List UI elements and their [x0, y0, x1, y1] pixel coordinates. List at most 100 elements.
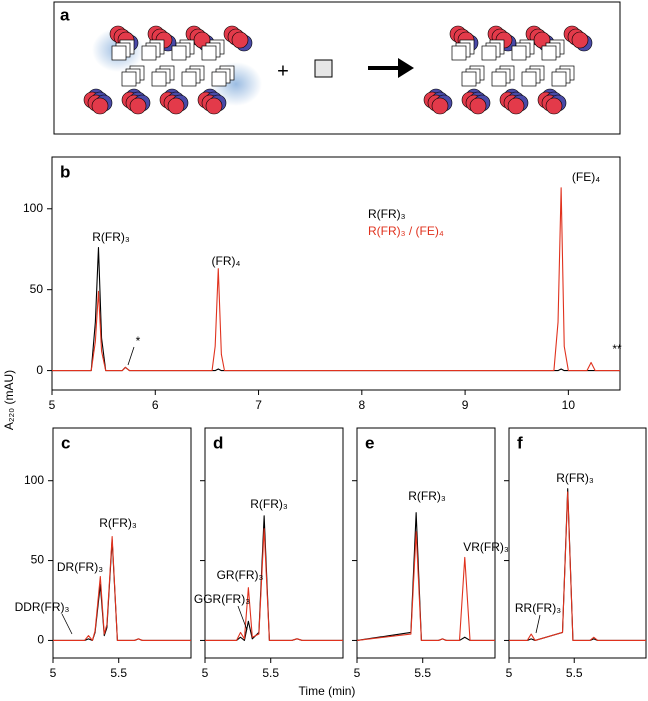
plus-sign: + — [277, 60, 289, 82]
block — [551, 71, 567, 87]
residue-red — [507, 97, 525, 115]
residue-red — [431, 97, 449, 115]
block — [521, 71, 537, 87]
annotation: (FR)₄ — [212, 254, 241, 268]
y-axis-label: A₂₂₀ (mAU) — [2, 370, 16, 430]
monomer — [314, 59, 333, 78]
annotation: RR(FR)₃ — [515, 601, 561, 615]
block — [111, 45, 127, 61]
annotation-pointer — [127, 346, 135, 366]
x-tick-label: 5 — [354, 666, 361, 680]
y-tick-label: 50 — [30, 282, 44, 296]
residue-red — [469, 97, 487, 115]
block — [181, 71, 197, 87]
annotation: (FE)₄ — [572, 170, 600, 184]
annotation-pointer — [237, 605, 248, 631]
residue-red — [167, 97, 185, 115]
annotation: GR(FR)₃ — [217, 568, 264, 582]
plot-frame — [52, 427, 192, 659]
x-tick-label: 9 — [462, 398, 469, 412]
block — [511, 45, 527, 61]
trace — [509, 491, 646, 641]
block — [451, 45, 467, 61]
plot-frame — [204, 427, 344, 659]
block — [141, 45, 157, 61]
annotation: VR(FR)₃ — [463, 540, 509, 554]
plot-frame — [508, 427, 647, 659]
annotation: DDR(FR)₃ — [15, 600, 70, 614]
x-tick-label: 8 — [358, 398, 365, 412]
panel-label: a — [60, 5, 70, 24]
y-tick-label: 0 — [37, 633, 44, 647]
trace — [509, 488, 646, 641]
arrow-head — [398, 58, 414, 78]
x-tick-label: 5.5 — [110, 666, 127, 680]
panel-label: d — [213, 433, 223, 452]
annotation: DR(FR)₃ — [57, 560, 103, 574]
x-tick-label: 5 — [202, 666, 209, 680]
residue-red — [545, 97, 563, 115]
x-tick-label: 5 — [506, 666, 513, 680]
trace — [356, 531, 495, 641]
panel-label: e — [365, 433, 374, 452]
annotation: ** — [612, 342, 622, 356]
block — [121, 71, 137, 87]
plot-frame — [51, 156, 621, 391]
chart: c 5 5.5 0 50 100 R(FR)₃ DR(FR)₃ DDR(FR)₃ — [15, 427, 192, 680]
block — [211, 71, 227, 87]
x-tick-label: 10 — [562, 398, 576, 412]
trace — [52, 247, 620, 372]
legend-entry: R(FR)₃ — [368, 207, 406, 221]
legend-entry: R(FR)₃ / (FE)₄ — [368, 224, 444, 238]
residue-red — [91, 97, 109, 115]
panel-label: f — [517, 433, 523, 452]
y-tick-label: 50 — [31, 553, 45, 567]
x-tick-label: 5.5 — [262, 666, 279, 680]
chart: f 5 5.5 R(FR)₃ RR(FR)₃ — [504, 427, 647, 680]
residue-red — [571, 31, 589, 49]
y-tick-label: 0 — [36, 363, 43, 377]
trace — [356, 512, 495, 641]
annotation: R(FR)₃ — [556, 471, 594, 485]
residue-red — [129, 97, 147, 115]
x-tick-label: 5 — [49, 398, 56, 412]
block — [541, 45, 557, 61]
chart: e 5 5.5 R(FR)₃ VR(FR)₃ — [352, 427, 509, 680]
block — [171, 45, 187, 61]
plot-frame — [356, 427, 496, 659]
y-tick-label: 100 — [24, 473, 44, 487]
diagram: a + — [53, 1, 621, 135]
annotation: R(FR)₃ — [99, 516, 137, 530]
residue-red — [205, 97, 223, 115]
x-tick-label: 6 — [152, 398, 159, 412]
block — [151, 71, 167, 87]
annotation: R(FR)₃ — [250, 497, 288, 511]
annotation: * — [136, 334, 141, 348]
annotation: GGR(FR)₃ — [194, 592, 250, 606]
x-tick-label: 5.5 — [566, 666, 583, 680]
block — [201, 45, 217, 61]
residue-red — [231, 31, 249, 49]
trace — [53, 536, 191, 641]
x-tick-label: 5.5 — [414, 666, 431, 680]
block — [481, 45, 497, 61]
annotation-pointer — [535, 614, 541, 634]
x-axis-label: Time (min) — [299, 684, 356, 698]
chart: d 5 5.5 R(FR)₃ GR(FR)₃ GGR(FR)₃ — [194, 427, 344, 680]
panel-label: b — [60, 162, 70, 181]
diagram-frame — [53, 1, 621, 135]
trace — [53, 539, 191, 641]
annotation: R(FR)₃ — [408, 489, 446, 503]
x-tick-label: 7 — [255, 398, 262, 412]
x-tick-label: 5 — [50, 666, 57, 680]
trace — [205, 528, 343, 641]
annotation-pointer — [61, 613, 73, 635]
block — [491, 71, 507, 87]
trace — [52, 187, 620, 372]
block — [461, 71, 477, 87]
annotation: R(FR)₃ — [92, 230, 130, 244]
panel-label: c — [61, 433, 70, 452]
y-tick-label: 100 — [23, 201, 43, 215]
